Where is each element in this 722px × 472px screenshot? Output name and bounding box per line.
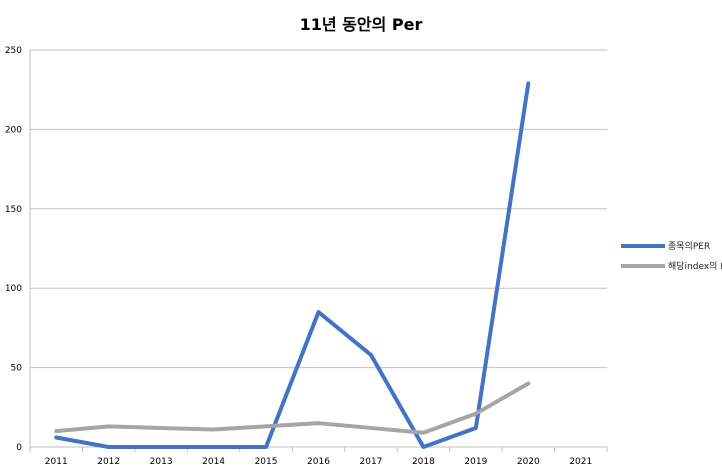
series-line-2 xyxy=(54,381,531,435)
x-tick-label: 2018 xyxy=(412,457,435,467)
x-tick-label: 2013 xyxy=(150,457,173,467)
series-line-1 xyxy=(54,81,531,449)
gridlines xyxy=(29,49,607,448)
y-tick-label: 250 xyxy=(5,46,22,56)
x-tick-label: 2014 xyxy=(202,457,225,467)
legend-label: 종목의PER xyxy=(668,241,710,252)
x-tick-label: 2012 xyxy=(97,457,120,467)
x-tick-label: 2011 xyxy=(45,457,68,467)
x-tick-label: 2020 xyxy=(517,457,540,467)
x-tick-label: 2019 xyxy=(464,457,487,467)
legend-label: 해당index의 PER xyxy=(668,261,722,272)
y-tick-label: 0 xyxy=(16,443,22,453)
x-tick-label: 2015 xyxy=(255,457,278,467)
y-tick-label: 150 xyxy=(5,205,22,215)
x-axis-ticks: 2011 2012 2013 2014 2015 2016 2017 2018 2019 2020… xyxy=(29,447,608,467)
y-axis-ticks: 0 50 100 150 200 250 xyxy=(5,46,22,453)
x-tick-label: 2017 xyxy=(360,457,383,467)
x-tick-label: 2016 xyxy=(307,457,330,467)
y-tick-label: 200 xyxy=(5,125,22,135)
chart-title: 11년 동안의 Per xyxy=(300,15,423,34)
y-tick-label: 100 xyxy=(5,284,22,294)
y-tick-label: 50 xyxy=(11,364,23,374)
legend: 종목의PER 해당index의 PER xyxy=(621,241,722,272)
x-tick-label: 2021 xyxy=(569,457,592,467)
series-lines xyxy=(54,81,531,449)
